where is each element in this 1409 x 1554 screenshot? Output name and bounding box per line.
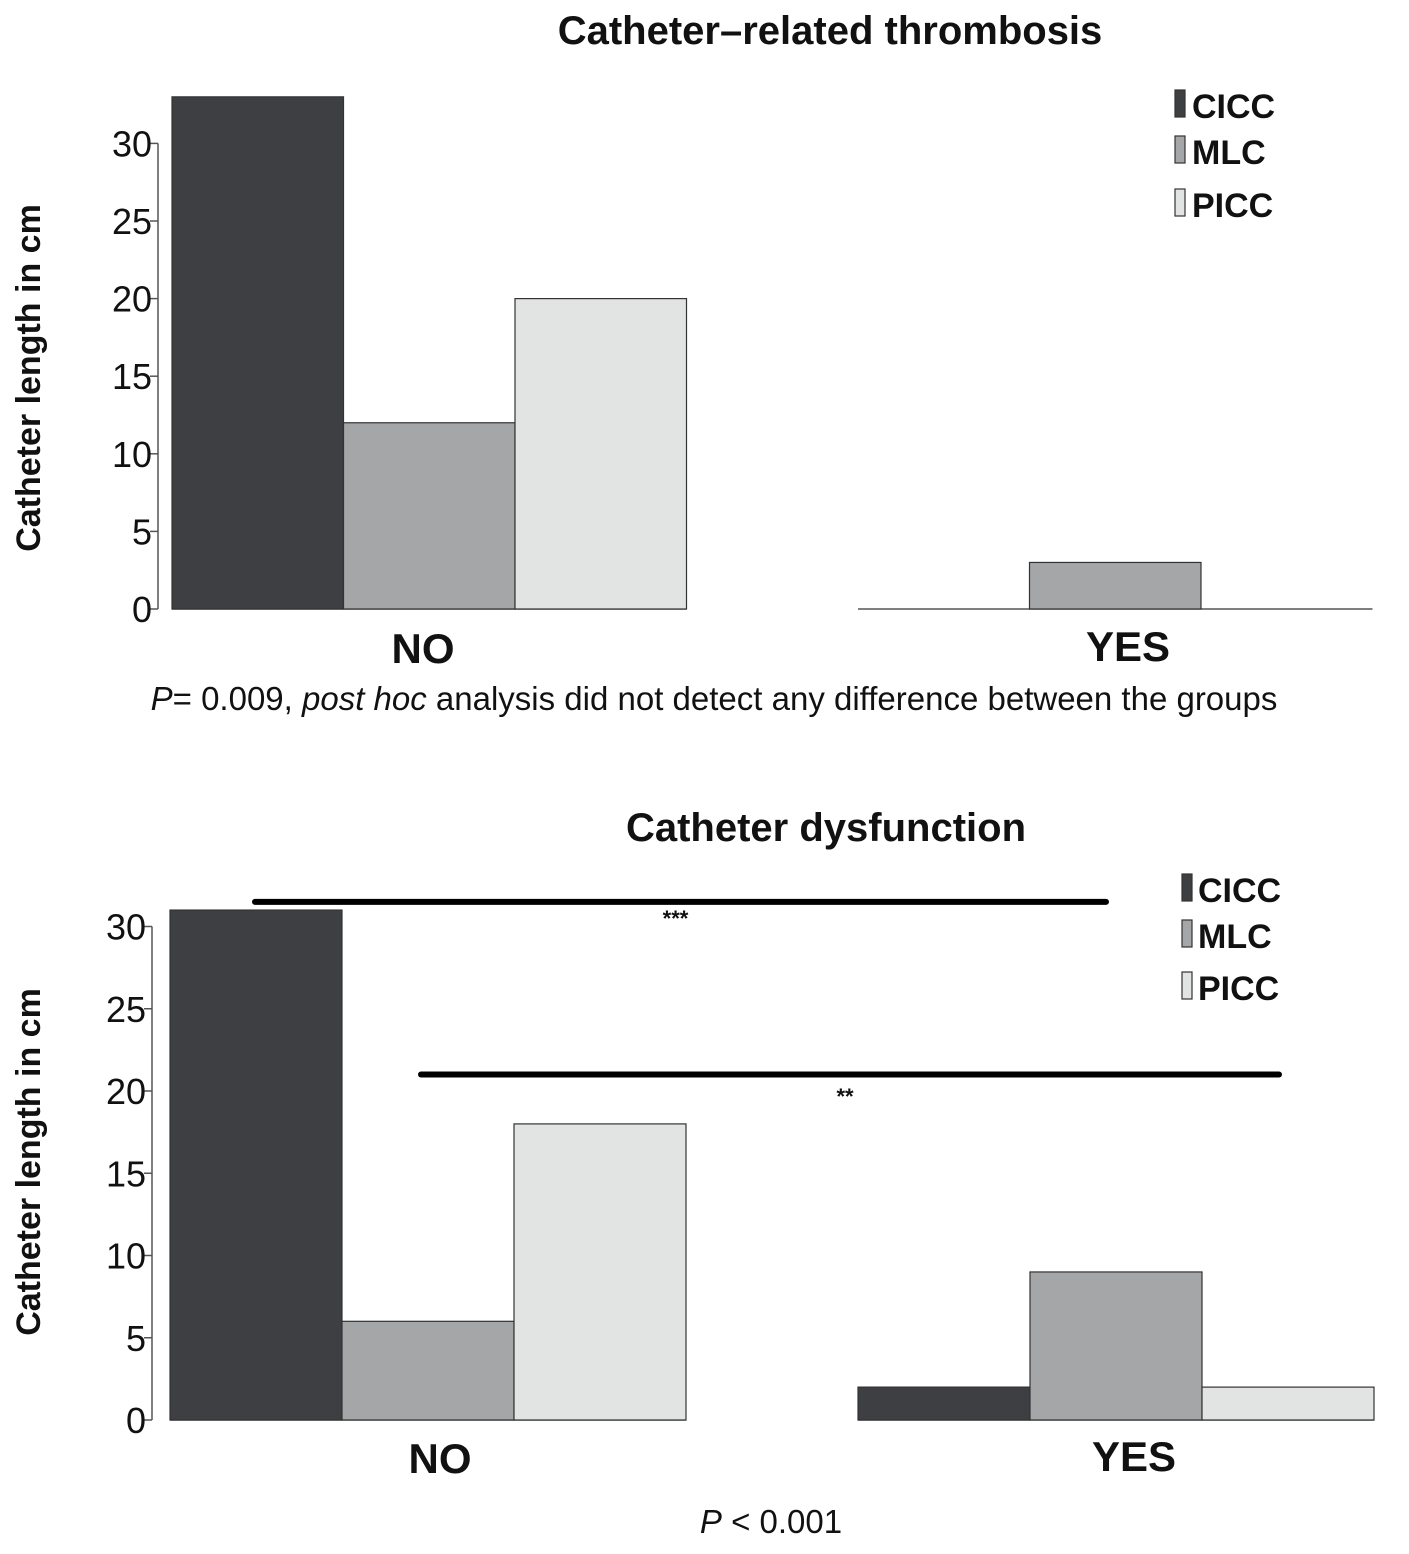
- significance-brackets: *****: [252, 898, 1282, 1109]
- legend-label-picc: PICC: [1192, 187, 1273, 225]
- bar-mlc-no: [341, 1320, 515, 1421]
- y-tick-label: 5: [132, 511, 152, 552]
- y-tick-label: 0: [126, 1400, 146, 1441]
- y-tick-label: 25: [112, 201, 152, 242]
- y-axis-label-thrombosis: Catheter length in cm: [10, 204, 48, 552]
- y-tick-label: 25: [106, 989, 146, 1030]
- y-tick-label: 5: [126, 1318, 146, 1359]
- legend-label-cicc: CICC: [1192, 88, 1275, 126]
- y-tick-label: 15: [112, 356, 152, 397]
- bar-cicc-yes: [857, 1386, 1031, 1421]
- bar-cicc-no: [171, 96, 345, 610]
- y-axis-thrombosis: 0 5 10 15 20 25 30: [112, 123, 159, 630]
- note-part: P: [151, 680, 173, 717]
- bars-dysfunction: [169, 909, 1375, 1421]
- legend-swatch-mlc: [1174, 135, 1186, 164]
- bar-cicc-no: [169, 909, 343, 1421]
- category-label-no-dysfunction: NO: [409, 1435, 472, 1482]
- bar-mlc-yes: [1029, 1271, 1203, 1421]
- note-part: P: [700, 1503, 722, 1540]
- legend-swatch-mlc: [1181, 919, 1193, 948]
- significance-label: **: [836, 1084, 854, 1109]
- legend-label-cicc: CICC: [1198, 872, 1281, 910]
- legend-label-picc: PICC: [1198, 970, 1279, 1008]
- y-axis-dysfunction: 0 5 10 15 20 25 30: [106, 907, 153, 1441]
- y-tick-label: 10: [112, 434, 152, 475]
- bars-thrombosis: [171, 96, 1373, 610]
- note-part: analysis did not detect any difference b…: [427, 680, 1278, 717]
- stats-note-thrombosis: P= 0.009, post hoc analysis did not dete…: [151, 680, 1278, 717]
- chart-title-dysfunction: Catheter dysfunction: [626, 806, 1026, 850]
- bar-picc-no: [514, 298, 688, 610]
- y-tick-label: 20: [106, 1071, 146, 1112]
- legend-swatch-cicc: [1174, 89, 1186, 118]
- note-part: < 0.001: [722, 1503, 842, 1540]
- y-tick-label: 0: [132, 589, 152, 630]
- category-label-no-thrombosis: NO: [392, 625, 455, 672]
- stats-note-dysfunction: P < 0.001: [700, 1503, 842, 1540]
- y-axis-label-dysfunction: Catheter length in cm: [10, 988, 48, 1336]
- panel-dysfunction: Catheter dysfunction Catheter length in …: [10, 806, 1375, 1540]
- bar-mlc-no: [342, 422, 516, 610]
- legend-swatch-cicc: [1181, 873, 1193, 902]
- category-label-yes-dysfunction: YES: [1092, 1433, 1176, 1480]
- legend-dysfunction: CICC MLC PICC: [1181, 872, 1281, 1008]
- category-label-yes-thrombosis: YES: [1086, 623, 1170, 670]
- legend-label-mlc: MLC: [1198, 918, 1272, 956]
- legend-swatch-picc: [1181, 971, 1193, 1000]
- legend-swatch-picc: [1174, 188, 1186, 217]
- legend-thrombosis: CICC MLC PICC: [1174, 88, 1275, 225]
- bar-mlc-yes: [1028, 561, 1202, 610]
- y-tick-label: 15: [106, 1153, 146, 1194]
- note-part: = 0.009,: [173, 680, 302, 717]
- bar-picc-no: [513, 1123, 687, 1421]
- panel-thrombosis: Catheter–related thrombosis Catheter len…: [10, 9, 1373, 717]
- y-tick-label: 30: [106, 907, 146, 948]
- bar-picc-yes: [1201, 1386, 1375, 1421]
- y-tick-label: 10: [106, 1236, 146, 1277]
- y-tick-label: 30: [112, 123, 152, 164]
- y-tick-label: 20: [112, 279, 152, 320]
- legend-label-mlc: MLC: [1192, 134, 1266, 172]
- note-part: post hoc: [301, 680, 427, 717]
- significance-label: ***: [663, 906, 689, 931]
- chart-title-thrombosis: Catheter–related thrombosis: [558, 9, 1103, 53]
